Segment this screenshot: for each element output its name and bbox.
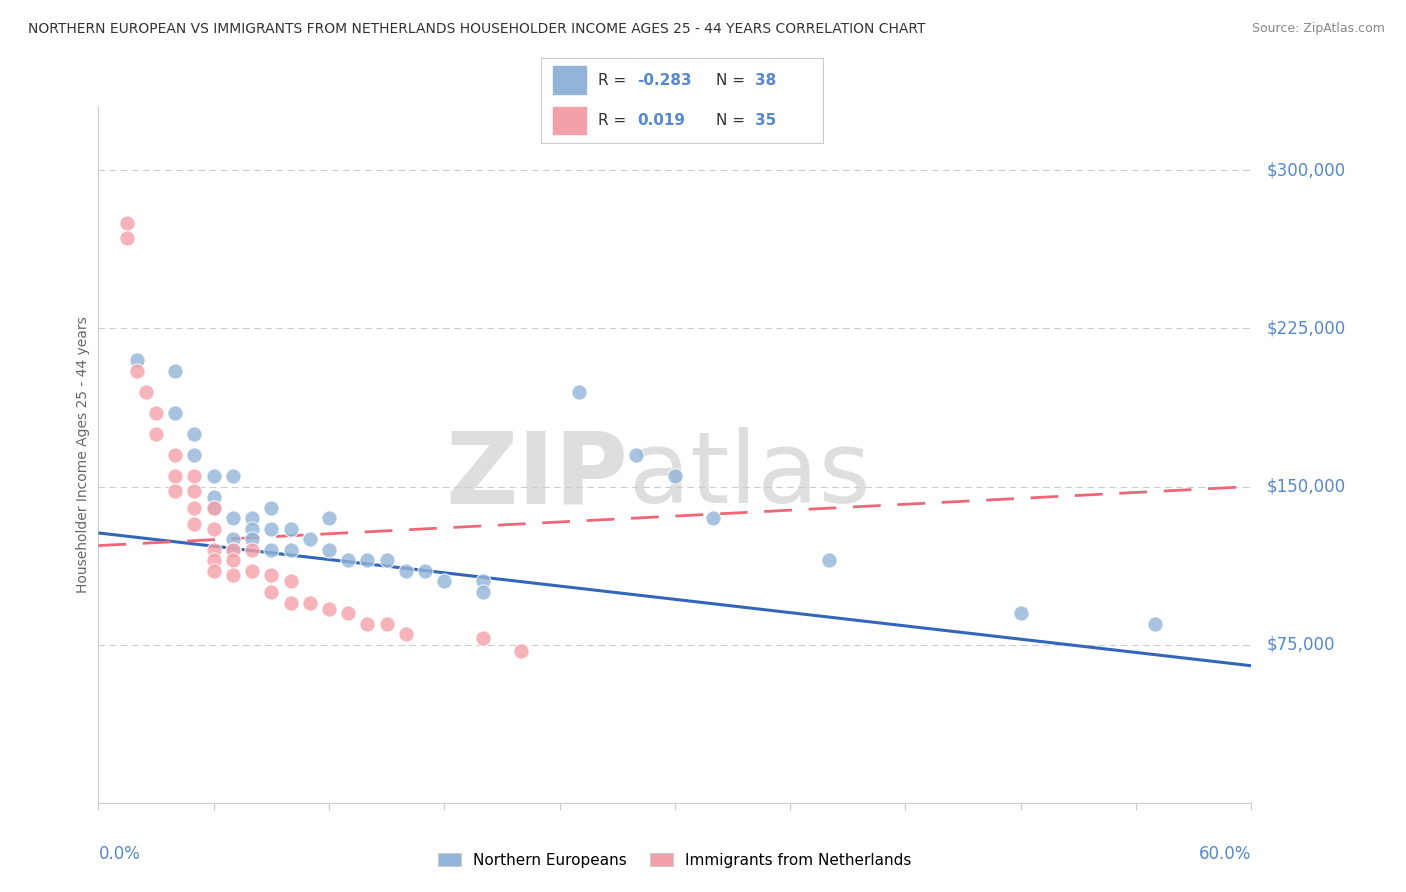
Point [664,469,686,483]
Point [318,602,340,616]
Point [471,632,494,646]
Point [280,542,302,557]
Point [337,606,360,620]
Point [240,533,263,547]
Point [240,542,263,557]
Point [356,553,378,567]
Point [125,363,148,377]
Text: atlas: atlas [628,427,870,524]
Point [125,353,148,368]
Point [135,384,157,399]
Point [337,553,360,567]
Point [222,511,245,525]
Point [202,500,225,515]
Point [222,553,245,567]
Text: Source: ZipAtlas.com: Source: ZipAtlas.com [1251,22,1385,36]
Point [260,568,283,582]
Point [817,553,839,567]
Point [202,500,225,515]
Point [568,384,591,399]
Point [145,426,167,441]
Point [117,216,138,230]
Point [318,542,340,557]
Point [260,585,283,599]
Text: $300,000: $300,000 [1267,161,1346,179]
Point [183,469,205,483]
Text: N =: N = [716,72,745,87]
Point [240,564,263,578]
Point [413,564,436,578]
Text: $150,000: $150,000 [1267,477,1346,496]
Point [626,448,648,462]
Legend: Northern Europeans, Immigrants from Netherlands: Northern Europeans, Immigrants from Neth… [430,845,920,875]
Point [375,616,398,631]
Point [375,553,398,567]
Point [145,406,167,420]
Text: 38: 38 [755,72,776,87]
Text: -0.283: -0.283 [637,72,692,87]
Point [298,533,321,547]
Point [165,363,187,377]
Point [222,568,245,582]
Point [702,511,724,525]
Point [183,448,205,462]
Point [165,469,187,483]
Point [510,644,533,658]
Point [202,469,225,483]
Point [356,616,378,631]
Text: N =: N = [716,113,745,128]
Point [471,574,494,589]
Point [202,522,225,536]
Point [471,585,494,599]
Point [318,511,340,525]
Point [202,564,225,578]
Point [165,406,187,420]
Point [280,522,302,536]
Point [260,500,283,515]
Point [280,574,302,589]
Point [260,542,283,557]
Point [395,627,418,641]
Point [183,517,205,532]
Text: 0.019: 0.019 [637,113,685,128]
Text: ZIP: ZIP [446,427,628,524]
Point [1144,616,1167,631]
Point [395,564,418,578]
Bar [553,107,586,134]
Point [433,574,456,589]
Text: R =: R = [598,72,626,87]
Bar [553,67,586,94]
Text: $225,000: $225,000 [1267,319,1346,337]
Point [183,500,205,515]
Point [222,533,245,547]
Point [280,595,302,609]
Point [260,522,283,536]
Point [202,542,225,557]
Point [222,469,245,483]
Text: 35: 35 [755,113,776,128]
Point [240,511,263,525]
Point [183,426,205,441]
Point [222,542,245,557]
Point [240,522,263,536]
Point [165,448,187,462]
Point [117,231,138,245]
Point [165,483,187,498]
Point [1010,606,1032,620]
Point [202,553,225,567]
Y-axis label: Householder Income Ages 25 - 44 years: Householder Income Ages 25 - 44 years [76,317,90,593]
Point [183,483,205,498]
Text: NORTHERN EUROPEAN VS IMMIGRANTS FROM NETHERLANDS HOUSEHOLDER INCOME AGES 25 - 44: NORTHERN EUROPEAN VS IMMIGRANTS FROM NET… [28,22,925,37]
Point [222,542,245,557]
Text: R =: R = [598,113,626,128]
Text: $75,000: $75,000 [1267,636,1336,654]
Point [298,595,321,609]
Text: 60.0%: 60.0% [1199,845,1251,863]
Point [202,490,225,504]
Text: 0.0%: 0.0% [98,845,141,863]
